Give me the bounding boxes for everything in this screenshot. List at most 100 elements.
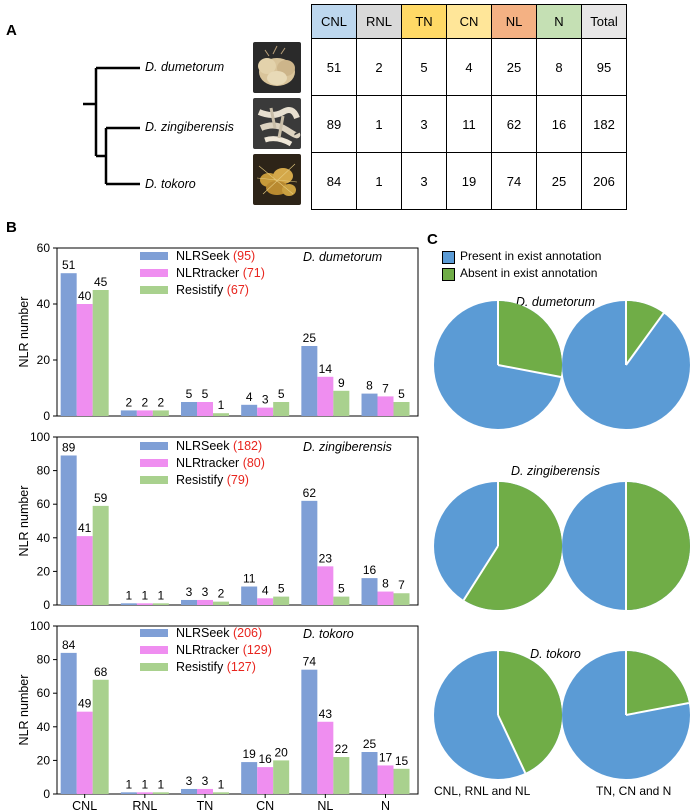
- bar-value-label: 5: [338, 582, 345, 596]
- table-cell: 62: [491, 95, 537, 153]
- bar-value-label: 8: [366, 379, 373, 393]
- pie-slice-absent: [626, 482, 690, 610]
- bar-value-label: 3: [202, 774, 209, 788]
- y-tick-label: 60: [37, 686, 51, 700]
- bar-resistify: [152, 410, 169, 416]
- table-cell: 84: [311, 152, 357, 210]
- bar-value-label: 20: [274, 745, 288, 759]
- bar-value-label: 2: [157, 395, 164, 409]
- bar-resistify: [393, 593, 410, 605]
- bar-nlrtracker: [377, 396, 394, 416]
- bar-value-label: 45: [94, 275, 108, 289]
- bar-value-label: 15: [395, 754, 409, 768]
- bar-nlrtracker: [317, 566, 334, 605]
- tuber-photo-tokoro: [253, 154, 301, 205]
- table-cell: 16: [536, 95, 582, 153]
- bar-nlrtracker: [257, 598, 274, 605]
- bar-nlrtracker: [377, 591, 394, 605]
- legend-swatch-nlrtracker: [140, 269, 168, 277]
- legend-label-nlrtracker: NLRtracker (129): [176, 643, 272, 657]
- bar-value-label: 25: [303, 331, 317, 345]
- pie-slice-absent: [626, 301, 664, 365]
- bar-resistify: [213, 413, 230, 416]
- bar-value-label: 1: [218, 398, 225, 412]
- pie-chart: [562, 301, 690, 429]
- x-tick-label: CN: [256, 799, 274, 811]
- bar-value-label: 1: [141, 588, 148, 602]
- legend-swatch-resistify: [140, 663, 168, 671]
- bar-resistify: [273, 596, 290, 605]
- tuber-photo-dumetorum: [253, 42, 301, 93]
- y-tick-label: 60: [37, 241, 51, 255]
- nlr-count-table: CNL RNL TN CN NL N Total 51 2 5 4 25 8 95 89 1 3 11 62 16 18…: [311, 4, 627, 210]
- y-tick-label: 20: [37, 353, 51, 367]
- table-row: 84 1 3 19 74 25 206: [311, 152, 627, 210]
- table-cell: 25: [536, 152, 582, 210]
- phylogenetic-tree: [83, 66, 140, 186]
- plot-frame: [56, 247, 419, 417]
- bar-resistify: [333, 390, 350, 416]
- pie-title-zingiberensis: D. zingiberensis: [511, 464, 600, 478]
- table-header-rnl: RNL: [356, 4, 402, 39]
- legend-swatch-nlrseek: [140, 442, 168, 450]
- plot-frame: [56, 625, 419, 795]
- bar-value-label: 43: [319, 707, 333, 721]
- bar-value-label: 5: [398, 387, 405, 401]
- bar-value-label: 3: [262, 393, 269, 407]
- species-label-dumetorum: D. dumetorum: [145, 60, 225, 74]
- y-tick-label: 0: [43, 598, 50, 612]
- bar-value-label: 9: [338, 376, 345, 390]
- bar-value-label: 1: [157, 588, 164, 602]
- table-row: 89 1 3 11 62 16 182: [311, 95, 627, 153]
- bar-nlrseek: [301, 346, 318, 416]
- bar-nlrseek: [301, 500, 318, 605]
- bar-value-label: 40: [78, 289, 92, 303]
- legend-swatch-nlrseek: [140, 629, 168, 637]
- bar-nlrseek: [60, 455, 77, 605]
- pie-slice-absent: [498, 651, 562, 773]
- pie-divider: [497, 714, 527, 774]
- legend-swatch-resistify: [140, 476, 168, 484]
- legend-label-nlrtracker: NLRtracker (71): [176, 266, 265, 280]
- pie-divider: [625, 312, 665, 366]
- panel-label-b: B: [6, 219, 17, 236]
- pie-slice-absent: [626, 651, 689, 715]
- bar-nlrseek: [120, 792, 137, 794]
- table-header-total: Total: [581, 4, 627, 39]
- y-tick-label: 40: [37, 531, 51, 545]
- bar-value-label: 68: [94, 665, 108, 679]
- species-label-zingiberensis: D. zingiberensis: [145, 120, 234, 134]
- table-cell: 206: [581, 152, 627, 210]
- table-header-tn: TN: [401, 4, 447, 39]
- y-axis-label: NLR number: [17, 297, 31, 368]
- table-header-row: CNL RNL TN CN NL N Total: [311, 4, 627, 39]
- tuber-photo-zingiberensis: [253, 98, 301, 149]
- bar-value-label: 2: [141, 395, 148, 409]
- bar-nlrseek: [301, 669, 318, 794]
- bar-resistify: [213, 601, 230, 605]
- x-tick-label: TN: [197, 799, 214, 811]
- bar-nlrseek: [241, 586, 258, 605]
- bar-value-label: 16: [258, 752, 272, 766]
- bar-value-label: 84: [62, 638, 76, 652]
- bar-nlrtracker: [76, 304, 93, 416]
- bar-value-label: 74: [303, 655, 317, 669]
- bar-nlrseek: [60, 652, 77, 794]
- legend-label-nlrseek: NLRSeek (95): [176, 249, 255, 263]
- bar-nlrtracker: [76, 536, 93, 605]
- pie-title-dumetorum: D. dumetorum: [515, 295, 596, 309]
- panel-label-c: C: [427, 231, 438, 248]
- legend-label-nlrseek: NLRSeek (206): [176, 626, 262, 640]
- y-tick-label: 40: [37, 297, 51, 311]
- bar-nlrseek: [361, 578, 378, 605]
- table-cell: 19: [446, 152, 492, 210]
- legend-label-absent: Absent in exist annotation: [460, 266, 598, 280]
- bar-value-label: 2: [125, 395, 132, 409]
- bar-value-label: 89: [62, 440, 76, 454]
- bar-resistify: [273, 402, 290, 416]
- y-tick-label: 0: [43, 787, 50, 801]
